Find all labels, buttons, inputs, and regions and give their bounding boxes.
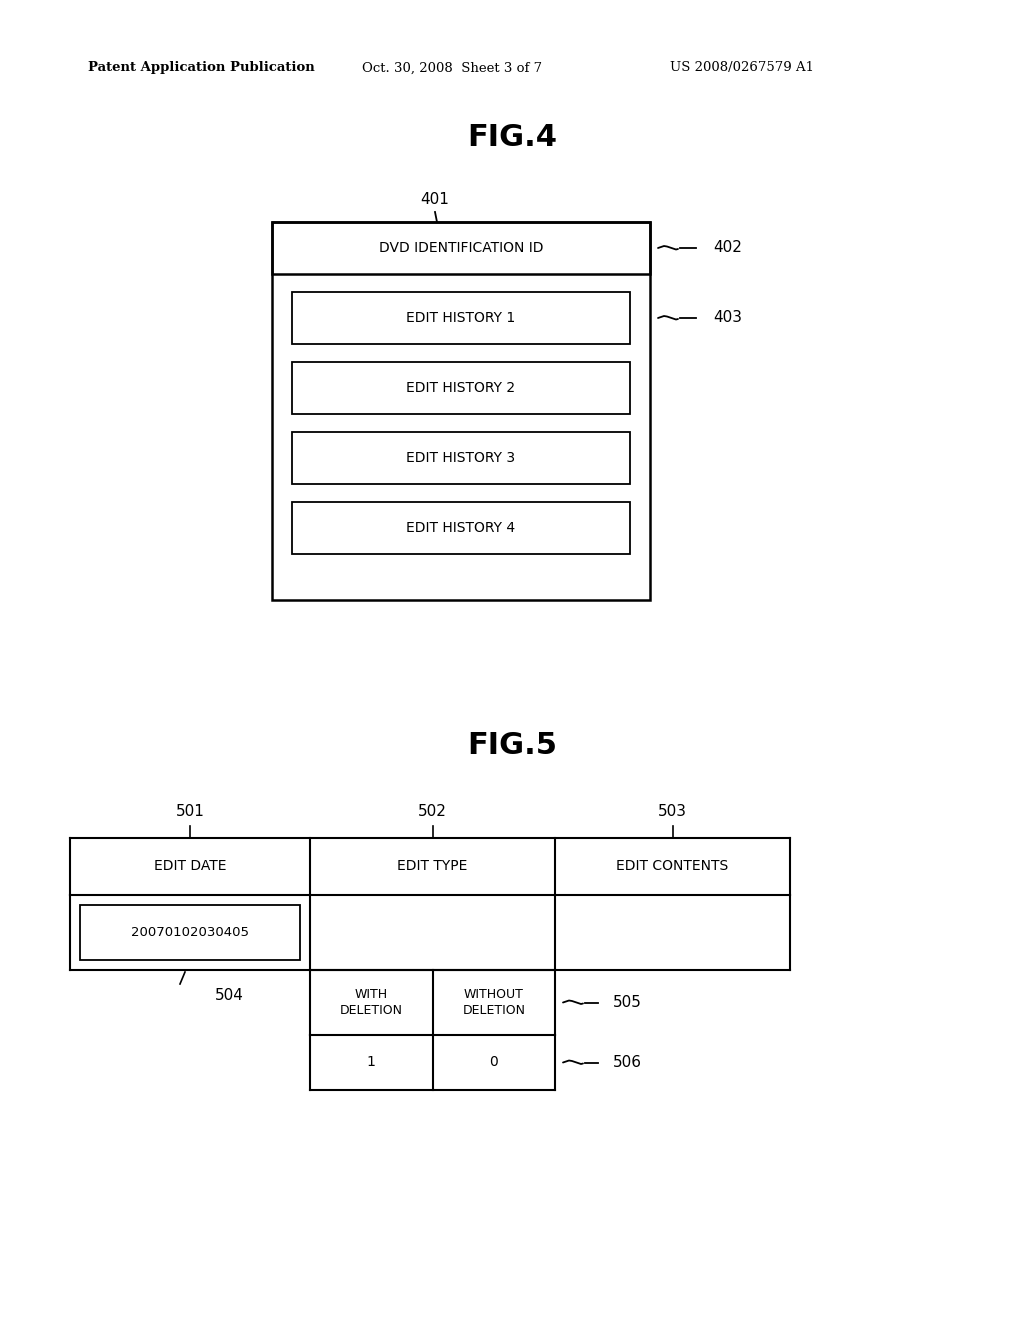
Text: 401: 401 — [421, 193, 450, 207]
Text: 1: 1 — [367, 1056, 376, 1069]
Text: Oct. 30, 2008  Sheet 3 of 7: Oct. 30, 2008 Sheet 3 of 7 — [362, 62, 542, 74]
Text: 502: 502 — [418, 804, 446, 820]
Text: WITHOUT
DELETION: WITHOUT DELETION — [462, 989, 525, 1016]
Text: EDIT HISTORY 1: EDIT HISTORY 1 — [407, 312, 516, 325]
Text: 0: 0 — [489, 1056, 498, 1069]
Text: 402: 402 — [713, 240, 741, 256]
Text: Patent Application Publication: Patent Application Publication — [88, 62, 314, 74]
Bar — [292, 502, 630, 554]
Bar — [292, 362, 630, 414]
Text: WITH
DELETION: WITH DELETION — [340, 989, 402, 1016]
Text: 503: 503 — [658, 804, 687, 820]
Text: 501: 501 — [175, 804, 205, 820]
Text: 20070102030405: 20070102030405 — [131, 927, 249, 939]
Bar — [80, 906, 300, 960]
Text: EDIT HISTORY 3: EDIT HISTORY 3 — [407, 451, 515, 465]
Bar — [292, 432, 630, 484]
Text: EDIT HISTORY 2: EDIT HISTORY 2 — [407, 381, 515, 395]
Text: FIG.4: FIG.4 — [467, 124, 557, 153]
Text: 403: 403 — [713, 310, 742, 326]
Text: EDIT CONTENTS: EDIT CONTENTS — [616, 859, 729, 874]
Text: EDIT HISTORY 4: EDIT HISTORY 4 — [407, 521, 515, 535]
Text: 504: 504 — [215, 989, 244, 1003]
Text: EDIT DATE: EDIT DATE — [154, 859, 226, 874]
Text: FIG.5: FIG.5 — [467, 730, 557, 759]
Text: 505: 505 — [613, 995, 642, 1010]
Bar — [292, 292, 630, 345]
Text: EDIT TYPE: EDIT TYPE — [397, 859, 468, 874]
Bar — [272, 222, 650, 601]
Text: DVD IDENTIFICATION ID: DVD IDENTIFICATION ID — [379, 242, 544, 255]
Text: US 2008/0267579 A1: US 2008/0267579 A1 — [670, 62, 814, 74]
Bar — [272, 222, 650, 275]
Text: 506: 506 — [613, 1055, 642, 1071]
